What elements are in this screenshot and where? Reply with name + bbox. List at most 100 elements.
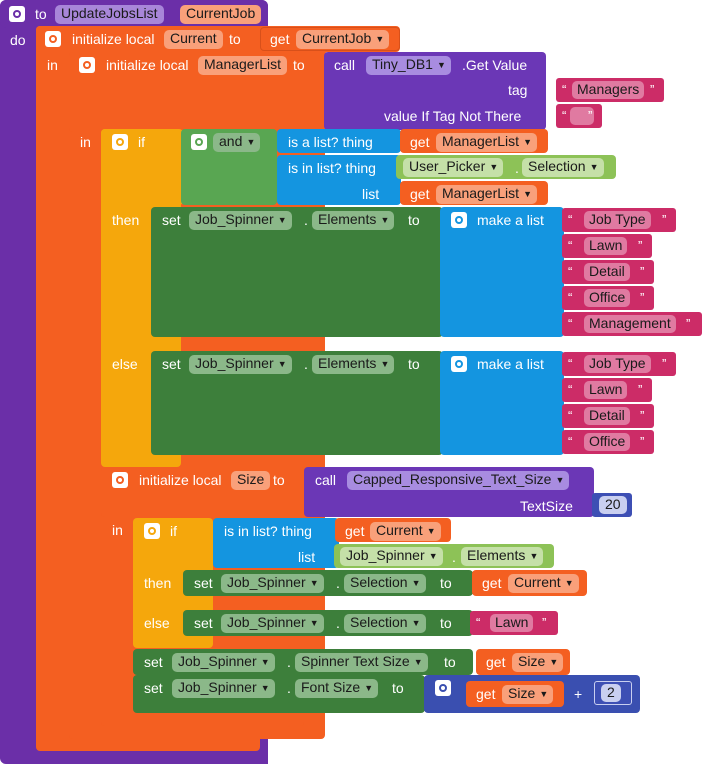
property-dropdown[interactable]: Selection ▼ bbox=[344, 574, 426, 593]
to-label: to bbox=[440, 615, 452, 631]
set-label: set bbox=[144, 680, 163, 696]
component-dropdown[interactable]: Job_Spinner ▼ bbox=[340, 547, 443, 566]
notthere-string-block[interactable]: “ ” bbox=[556, 104, 602, 128]
get-var-dropdown[interactable]: Current ▼ bbox=[508, 574, 579, 593]
dot-label: . bbox=[515, 160, 519, 176]
get-var-dropdown[interactable]: ManagerList ▼ bbox=[436, 185, 538, 204]
is-in-list-block[interactable] bbox=[277, 155, 401, 205]
list-item-string[interactable]: “Detail” bbox=[562, 404, 654, 428]
get-var-dropdown[interactable]: CurrentJob ▼ bbox=[296, 30, 390, 49]
list-item-string[interactable]: “Job Type” bbox=[562, 208, 676, 232]
var-managerlist[interactable]: ManagerList bbox=[198, 56, 288, 75]
list-label: list bbox=[362, 186, 380, 202]
get-label: get bbox=[410, 186, 430, 202]
get-label: get bbox=[345, 523, 365, 539]
gear-icon[interactable] bbox=[144, 523, 160, 539]
set-label: set bbox=[162, 212, 181, 228]
get-label: get bbox=[270, 31, 290, 47]
is-a-list-block[interactable] bbox=[277, 129, 401, 153]
notthere-label: value If Tag Not There bbox=[384, 108, 522, 124]
list-item-string[interactable]: “Office” bbox=[562, 430, 654, 454]
proc-param[interactable]: CurrentJob bbox=[180, 5, 262, 24]
property-dropdown[interactable]: Selection ▼ bbox=[344, 614, 426, 633]
get-var-dropdown[interactable]: Size ▼ bbox=[502, 685, 554, 704]
component-dropdown[interactable]: Job_Spinner ▼ bbox=[221, 614, 324, 633]
init-label: initialize local bbox=[106, 57, 189, 73]
number-block[interactable]: 2 bbox=[594, 681, 632, 705]
list-item-string[interactable]: “Detail” bbox=[562, 260, 654, 284]
component-dropdown[interactable]: Job_Spinner ▼ bbox=[189, 211, 292, 230]
dot-label: . bbox=[304, 212, 308, 228]
property-dropdown[interactable]: Elements ▼ bbox=[312, 355, 395, 374]
gear-icon[interactable] bbox=[451, 356, 467, 372]
list-item-string[interactable]: “Office” bbox=[562, 286, 654, 310]
lawn-string-block[interactable]: “Lawn” bbox=[470, 611, 558, 635]
set-label: set bbox=[194, 615, 213, 631]
property-dropdown[interactable]: Elements ▼ bbox=[312, 211, 395, 230]
in-label: in bbox=[80, 134, 91, 150]
call-label: call bbox=[334, 57, 356, 73]
is-in-list-block[interactable] bbox=[213, 518, 339, 568]
picker-component-dropdown[interactable]: User_Picker ▼ bbox=[403, 158, 504, 177]
list-label: list bbox=[298, 549, 316, 565]
if-label: if bbox=[170, 523, 177, 539]
gear-icon[interactable] bbox=[112, 134, 128, 150]
to-label: to bbox=[229, 31, 241, 47]
method-label: .Get Value bbox=[462, 57, 528, 73]
gear-icon[interactable] bbox=[191, 134, 207, 150]
get-var-dropdown[interactable]: Size ▼ bbox=[512, 653, 564, 672]
component-dropdown[interactable]: Job_Spinner ▼ bbox=[221, 574, 324, 593]
gear-icon[interactable] bbox=[79, 57, 95, 73]
get-var-dropdown[interactable]: Current ▼ bbox=[370, 522, 441, 541]
dot-label: . bbox=[336, 575, 340, 591]
list-item-string[interactable]: “Lawn” bbox=[562, 234, 652, 258]
proc-do-label: do bbox=[10, 32, 26, 48]
if-label: if bbox=[138, 134, 145, 150]
make-a-list-label: make a list bbox=[477, 212, 544, 228]
gear-icon[interactable] bbox=[45, 31, 61, 47]
property-dropdown[interactable]: Elements ▼ bbox=[461, 547, 544, 566]
init-label: initialize local bbox=[139, 472, 222, 488]
make-a-list-block[interactable] bbox=[440, 207, 564, 337]
gear-icon[interactable] bbox=[9, 6, 25, 22]
dot-label: . bbox=[336, 615, 340, 631]
picker-property-dropdown[interactable]: Selection ▼ bbox=[522, 158, 604, 177]
is-a-list-label: is a list? thing bbox=[288, 134, 373, 150]
component-dropdown[interactable]: Job_Spinner ▼ bbox=[189, 355, 292, 374]
else-label: else bbox=[144, 615, 170, 631]
property-dropdown[interactable]: Spinner Text Size ▼ bbox=[295, 653, 428, 672]
var-size[interactable]: Size bbox=[231, 471, 271, 490]
and-operator-dropdown[interactable]: and ▼ bbox=[213, 133, 261, 152]
tag-label: tag bbox=[508, 82, 528, 98]
list-item-string[interactable]: “Job Type” bbox=[562, 352, 676, 376]
get-label: get bbox=[476, 686, 496, 702]
set-label: set bbox=[194, 575, 213, 591]
gear-icon[interactable] bbox=[451, 212, 467, 228]
dot-label: . bbox=[287, 680, 291, 696]
tag-string-block[interactable]: “ Managers ” bbox=[556, 78, 664, 102]
init-label: initialize local bbox=[72, 31, 155, 47]
get-var-dropdown[interactable]: ManagerList ▼ bbox=[436, 133, 538, 152]
to-label: to bbox=[408, 356, 420, 372]
tinydb-component-dropdown[interactable]: Tiny_DB1 ▼ bbox=[366, 56, 451, 75]
set-label: set bbox=[144, 654, 163, 670]
tag-value[interactable]: Managers bbox=[572, 81, 645, 99]
gear-icon[interactable] bbox=[112, 472, 128, 488]
to-label: to bbox=[408, 212, 420, 228]
number-block[interactable]: 20 bbox=[592, 493, 632, 517]
property-dropdown[interactable]: Font Size ▼ bbox=[295, 679, 379, 698]
get-label: get bbox=[410, 134, 430, 150]
component-dropdown[interactable]: Job_Spinner ▼ bbox=[172, 653, 275, 672]
in-label: in bbox=[112, 522, 123, 538]
to-label: to bbox=[440, 575, 452, 591]
procedure-dropdown[interactable]: Capped_Responsive_Text_Size ▼ bbox=[347, 471, 570, 490]
to-label: to bbox=[273, 472, 285, 488]
list-item-string[interactable]: “Management” bbox=[562, 312, 702, 336]
textsize-label: TextSize bbox=[520, 498, 573, 514]
list-item-string[interactable]: “Lawn” bbox=[562, 378, 652, 402]
gear-icon[interactable] bbox=[435, 680, 451, 696]
notthere-value[interactable] bbox=[570, 107, 594, 125]
var-current[interactable]: Current bbox=[164, 30, 223, 49]
proc-name-field[interactable]: UpdateJobsList bbox=[55, 5, 164, 24]
component-dropdown[interactable]: Job_Spinner ▼ bbox=[172, 679, 275, 698]
